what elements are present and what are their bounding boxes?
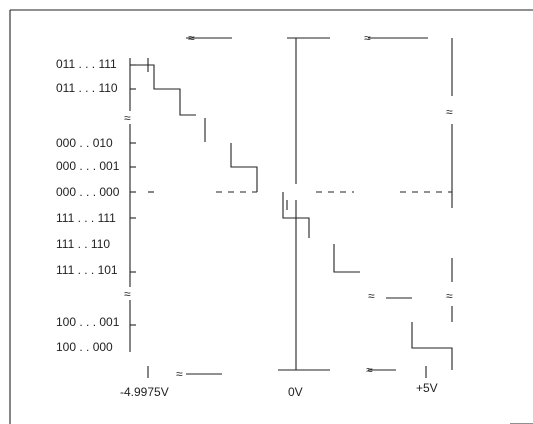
break-icon: ≈ — [366, 363, 373, 377]
break-icon: ≈ — [364, 31, 371, 45]
code-axis — [129, 58, 136, 352]
code-labels: 011 . . . 111 011 . . . 110 000 . . 010 … — [56, 57, 120, 354]
code-label: 111 . . . 111 — [56, 211, 116, 225]
code-label: 100 . . 000 — [56, 340, 113, 354]
full-scale-boundary — [368, 37, 453, 371]
transfer-staircase — [130, 58, 453, 370]
break-icon: ≈ — [124, 111, 131, 125]
voltage-label-zero: 0V — [288, 385, 303, 399]
break-icon: ≈ — [446, 289, 453, 303]
break-icon: ≈ — [446, 105, 453, 119]
code-label: 000 . . 010 — [56, 136, 113, 150]
break-icon: ≈ — [124, 287, 131, 301]
code-label: 011 . . . 110 — [56, 81, 118, 95]
code-label: 011 . . . 111 — [56, 57, 117, 71]
voltage-labels: -4.9975V 0V +5V — [120, 381, 438, 399]
code-label: 111 . . 110 — [56, 237, 110, 251]
code-label: 111 . . . 101 — [56, 263, 118, 277]
voltage-label-neg: -4.9975V — [120, 385, 169, 399]
break-icon: ≈ — [176, 367, 183, 381]
code-label: 000 . . . 000 — [56, 185, 120, 199]
zero-volt-axis — [278, 37, 354, 371]
voltage-axis — [147, 37, 427, 378]
code-label: 000 . . . 001 — [56, 159, 120, 173]
diagram-frame — [9, 9, 533, 424]
break-symbols: ≈ ≈ ≈ ≈ ≈ ≈ ≈ ≈ ≈ — [124, 31, 453, 381]
break-icon: ≈ — [188, 31, 195, 45]
break-icon: ≈ — [368, 289, 375, 303]
voltage-label-pos: +5V — [416, 381, 438, 395]
code-label: 100 . . . 001 — [56, 315, 120, 329]
